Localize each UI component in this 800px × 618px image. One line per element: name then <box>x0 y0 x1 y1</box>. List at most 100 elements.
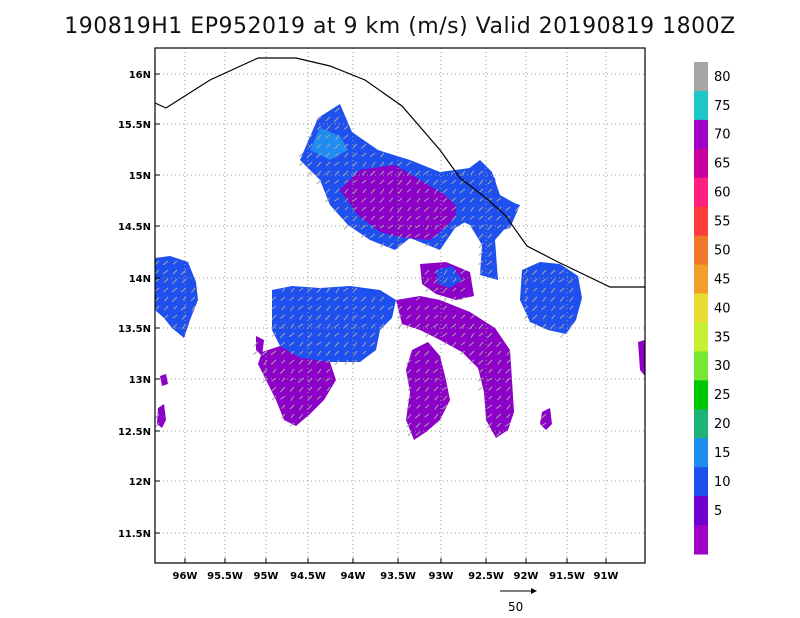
wind-vector <box>468 341 475 347</box>
reference-vector-label: 50 <box>508 600 524 614</box>
wind-vector <box>407 431 412 437</box>
wind-vector <box>559 323 565 329</box>
colorbar-segment <box>694 467 708 497</box>
wind-vector <box>425 332 430 338</box>
wind-vector <box>441 404 448 410</box>
wind-vector <box>298 350 304 355</box>
wind-vector <box>325 314 331 321</box>
wind-vector <box>424 305 430 310</box>
wind-vector <box>316 161 322 168</box>
wind-vector <box>425 287 430 293</box>
wind-vector <box>297 377 304 384</box>
wind-vector <box>486 413 493 418</box>
x-tick-label: 94.5W <box>290 571 326 582</box>
wind-vector <box>443 314 448 320</box>
wind-vector <box>406 161 412 167</box>
wind-vector <box>289 377 295 382</box>
wind-vector <box>334 305 340 311</box>
wind-vector <box>415 422 421 429</box>
y-tick-label: 15N <box>129 171 151 182</box>
wind-vector <box>559 305 565 310</box>
wind-vector <box>335 287 340 294</box>
wind-vector <box>506 404 511 410</box>
latitude-axis: 16N 15.5N 15N 14.5N 14N 13.5N 13N 12.5N 12N 11.5N <box>118 70 160 540</box>
wind-vector <box>442 224 448 231</box>
colorbar-label: 40 <box>714 301 731 316</box>
wind-vector <box>299 287 304 292</box>
wind-vector <box>414 206 421 211</box>
wind-vector <box>441 215 448 221</box>
wind-vector <box>460 323 466 329</box>
wind-vector <box>416 188 421 194</box>
x-tick-label: 95.5W <box>207 571 243 582</box>
wind-vector <box>362 341 367 347</box>
wind-vector <box>289 314 295 320</box>
wind-vector <box>424 188 430 194</box>
wind-vector <box>361 206 367 211</box>
wind-vector <box>496 224 502 229</box>
wind-vector <box>271 305 277 310</box>
wind-vector <box>271 296 277 301</box>
wind-vector <box>290 413 295 419</box>
wind-vector <box>461 206 466 212</box>
wind-vector <box>397 314 403 319</box>
wind-vector <box>432 305 439 310</box>
wind-vector <box>504 422 511 427</box>
wind-vector <box>299 341 304 347</box>
wind-vector <box>299 395 304 400</box>
wind-vector <box>280 341 286 346</box>
wind-vector <box>424 422 430 427</box>
wind-vector <box>308 359 313 365</box>
wind-vector <box>542 314 547 320</box>
wind-vector <box>289 341 295 347</box>
wind-vector <box>452 278 457 283</box>
wind-vector <box>425 215 430 221</box>
wind-vector <box>352 287 358 292</box>
wind-vector <box>505 215 511 220</box>
wind-patch-central-purple <box>258 346 336 426</box>
wind-vector <box>272 323 277 330</box>
wind-vector <box>362 350 367 355</box>
wind-vector <box>424 170 430 175</box>
wind-vector <box>308 134 313 139</box>
colorbar-segment <box>694 351 708 381</box>
y-tick-label: 14.5N <box>118 222 151 233</box>
wind-vector <box>316 377 322 382</box>
wind-vector <box>360 143 367 149</box>
colorbar-segment <box>694 264 708 295</box>
wind-vector <box>334 350 340 356</box>
wind-vector <box>173 305 178 310</box>
map-title: 190819H1 EP952019 at 9 km (m/s) Valid 20… <box>64 14 736 39</box>
wind-vector <box>434 413 439 419</box>
wind-vector <box>542 296 547 303</box>
wind-vector <box>380 170 385 175</box>
wind-vector <box>433 242 439 248</box>
wind-vector <box>307 161 313 167</box>
wind-vector <box>271 395 277 401</box>
colorbar-segment <box>694 293 708 323</box>
wind-vector <box>324 170 331 176</box>
wind-vector <box>351 197 358 203</box>
wind-vector <box>154 287 160 292</box>
wind-vector <box>460 287 466 293</box>
wind-vector <box>452 188 457 194</box>
wind-vector <box>451 323 457 328</box>
y-tick-label: 13N <box>129 375 151 386</box>
wind-vector <box>459 188 466 194</box>
wind-vector <box>380 161 385 167</box>
wind-vector <box>362 161 367 168</box>
wind-vector <box>468 350 475 356</box>
wind-vector <box>459 278 466 283</box>
wind-vector <box>387 179 394 185</box>
wind-vector <box>405 314 412 319</box>
wind-vector <box>290 287 295 293</box>
wind-vector <box>334 359 340 365</box>
wind-vector <box>550 287 556 293</box>
wind-vector <box>315 116 322 121</box>
wind-vector <box>505 368 511 374</box>
wind-patch-north-purple <box>340 165 460 240</box>
wind-vector <box>190 296 196 302</box>
wind-vector <box>279 332 286 339</box>
colorbar-label: 25 <box>714 388 731 403</box>
wind-vector <box>415 413 421 419</box>
